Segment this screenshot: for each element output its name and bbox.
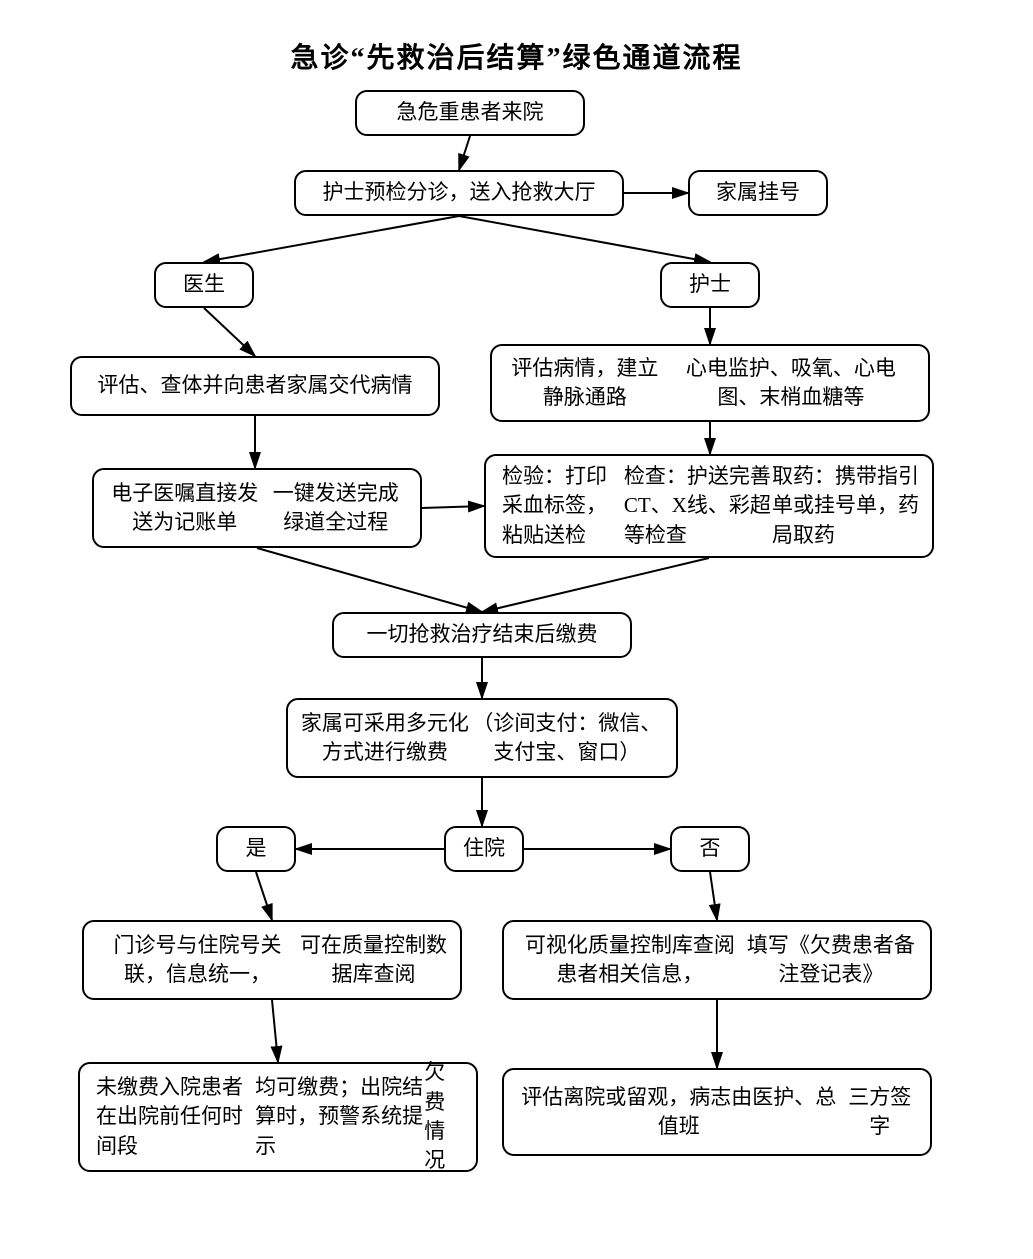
node-n_nurse: 护士 (660, 262, 760, 308)
node-n_pay2: 家属可采用多元化方式进行缴费（诊间支付：微信、支付宝、窗口） (286, 698, 678, 778)
node-n_no1: 可视化质量控制库查阅患者相关信息，填写《欠费患者备注登记表》 (502, 920, 932, 1000)
node-n_yes1: 门诊号与住院号关联，信息统一，可在质量控制数据库查阅 (82, 920, 462, 1000)
flowchart-canvas: 急诊“先救治后结算”绿色通道流程 急危重患者来院护士预检分诊，送入抢救大厅 家属挂… (0, 0, 1033, 1259)
node-n_doc2: 电子医嘱直接发送为记账单一键发送完成绿道全过程 (92, 468, 422, 548)
node-n_reg: 家属挂号 (688, 170, 828, 216)
node-n_no2: 评估离院或留观，病志由医护、总值班三方签字 (502, 1068, 932, 1156)
node-n_yes2: 未缴费入院患者在出院前任何时间段均可缴费；出院结算时，预警系统提示欠费情况 (78, 1062, 478, 1172)
node-n_doc1: 评估、查体并向患者家属交代病情 (70, 356, 440, 416)
node-n_hosp: 住院 (444, 826, 524, 872)
node-n2: 护士预检分诊，送入抢救大厅 (294, 170, 624, 216)
node-n_no: 否 (670, 826, 750, 872)
node-n1: 急危重患者来院 (355, 90, 585, 136)
node-n_doc: 医生 (154, 262, 254, 308)
node-n_nurse1: 评估病情，建立静脉通路心电监护、吸氧、心电图、末梢血糖等 (490, 344, 930, 422)
node-n_yes: 是 (216, 826, 296, 872)
node-n_pay: 一切抢救治疗结束后缴费 (332, 612, 632, 658)
node-n_nurse2: 检验：打印采血标签，粘贴送检检查：护送完善CT、X线、彩超等检查取药：携带指引单… (484, 454, 934, 558)
flowchart-title: 急诊“先救治后结算”绿色通道流程 (0, 36, 1033, 76)
